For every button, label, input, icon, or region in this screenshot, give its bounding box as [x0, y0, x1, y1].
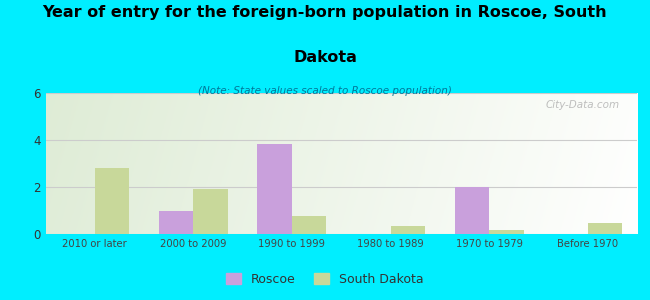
Bar — [95, 168, 129, 234]
Bar — [194, 189, 228, 234]
Bar — [588, 224, 622, 234]
Bar — [489, 230, 524, 234]
Text: (Note: State values scaled to Roscoe population): (Note: State values scaled to Roscoe pop… — [198, 85, 452, 95]
Text: City-Data.com: City-Data.com — [545, 100, 619, 110]
Bar — [257, 143, 292, 234]
Bar — [454, 187, 489, 234]
Bar — [159, 211, 194, 234]
Bar — [391, 226, 425, 234]
Legend: Roscoe, South Dakota: Roscoe, South Dakota — [221, 268, 429, 291]
Bar — [292, 216, 326, 234]
Text: Dakota: Dakota — [293, 50, 357, 64]
Text: Year of entry for the foreign-born population in Roscoe, South: Year of entry for the foreign-born popul… — [43, 4, 607, 20]
